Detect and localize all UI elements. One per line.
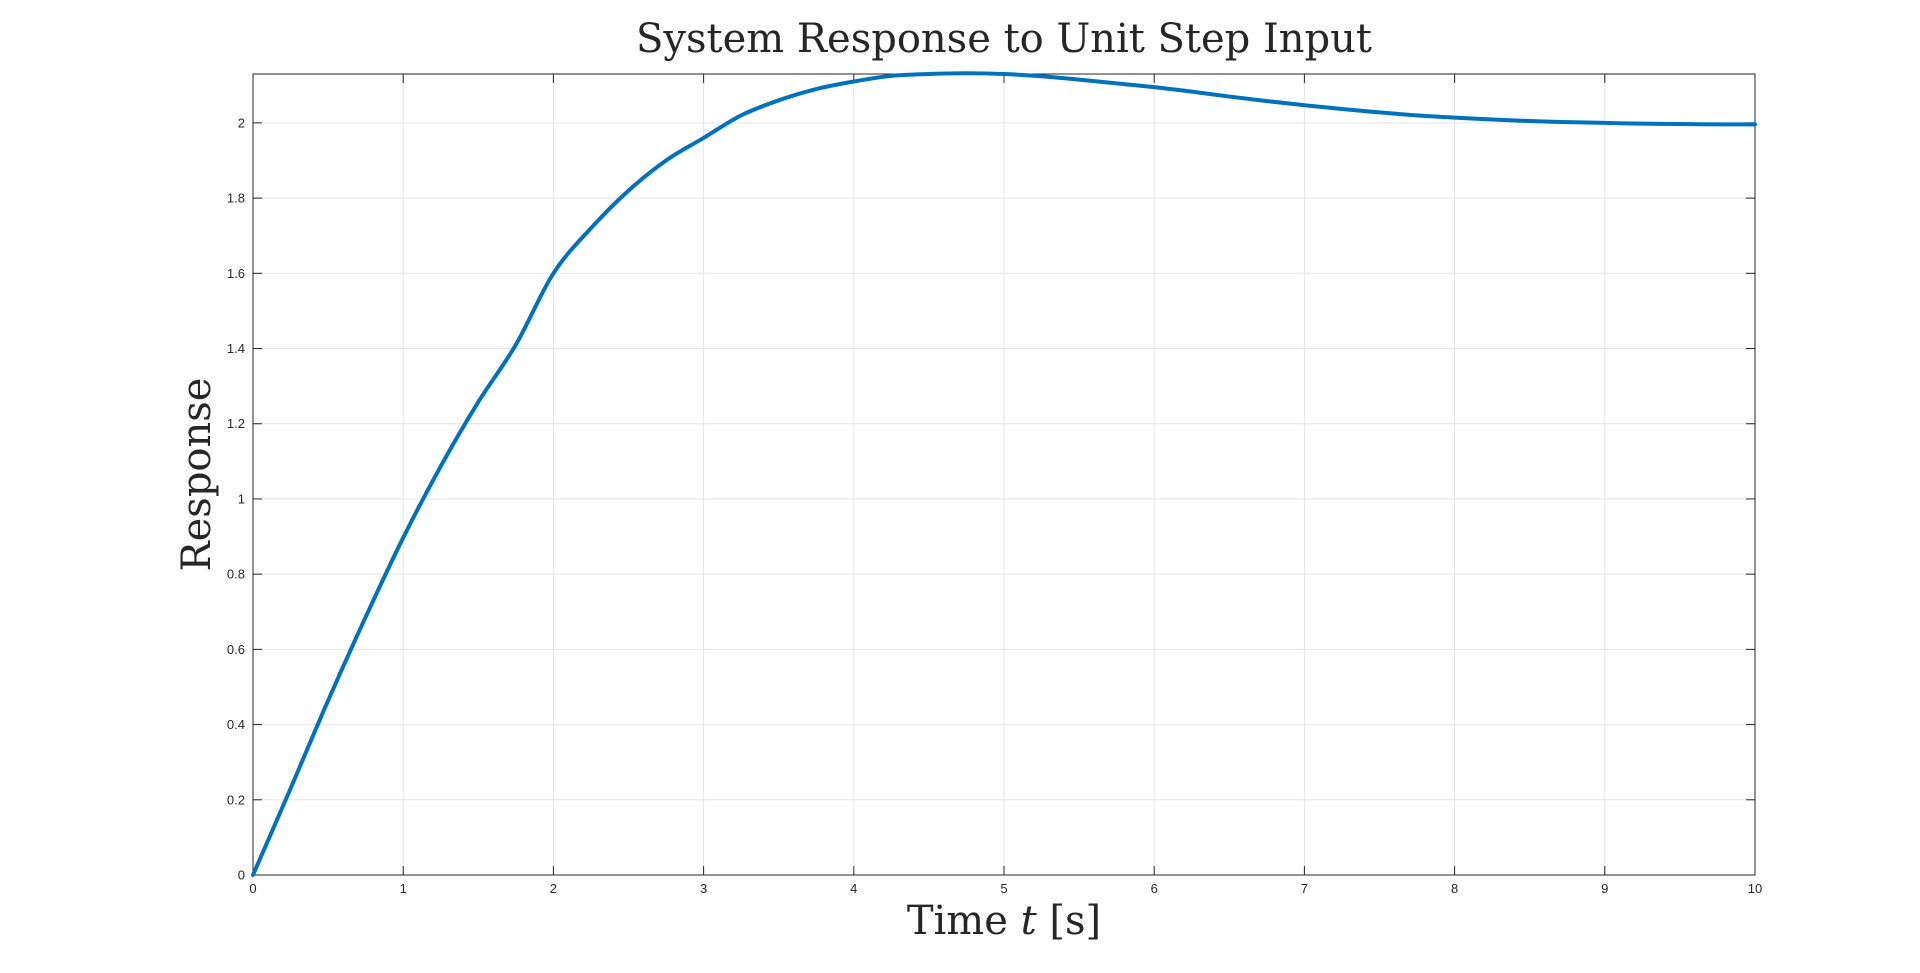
x-tick-label: 6 <box>1151 881 1158 896</box>
x-tick-label: 0 <box>249 881 256 896</box>
x-tick-label: 8 <box>1451 881 1458 896</box>
y-tick-label: 1.8 <box>227 191 245 206</box>
x-tick-label: 5 <box>1000 881 1007 896</box>
y-tick-label: 1.2 <box>227 416 245 431</box>
x-axis-label: Time t [s] <box>907 898 1101 944</box>
x-tick-label: 10 <box>1748 881 1762 896</box>
chart-title: System Response to Unit Step Input <box>636 16 1372 62</box>
x-tick-label: 9 <box>1601 881 1608 896</box>
ticks: 0 1 2 3 4 5 6 7 8 9 10 0 0.2 0.4 0.6 0.8 1 1.2 1.4 1.6 1.8 2 <box>227 74 1762 896</box>
x-tick-label: 4 <box>850 881 857 896</box>
y-axis-label: Response <box>174 378 220 572</box>
x-axis-label-variable: t <box>1021 898 1038 944</box>
y-tick-label: 1.4 <box>227 341 245 356</box>
y-tick-label: 0.8 <box>227 567 245 582</box>
y-tick-label: 1.6 <box>227 266 245 281</box>
x-axis-label-prefix: Time <box>907 898 1021 944</box>
y-tick-label: 2 <box>238 115 245 130</box>
x-tick-label: 1 <box>400 881 407 896</box>
y-tick-label: 1 <box>238 491 245 506</box>
y-tick-label: 0.2 <box>227 792 245 807</box>
x-axis-label-unit: [s] <box>1037 898 1101 944</box>
series <box>251 71 1757 877</box>
grid <box>252 74 1756 876</box>
series-line <box>251 71 1757 877</box>
x-tick-label: 3 <box>700 881 707 896</box>
x-tick-label: 2 <box>550 881 557 896</box>
y-tick-label: 0.6 <box>227 642 245 657</box>
y-tick-label: 0.4 <box>227 717 245 732</box>
x-tick-label: 7 <box>1301 881 1308 896</box>
y-tick-label: 0 <box>238 868 245 883</box>
